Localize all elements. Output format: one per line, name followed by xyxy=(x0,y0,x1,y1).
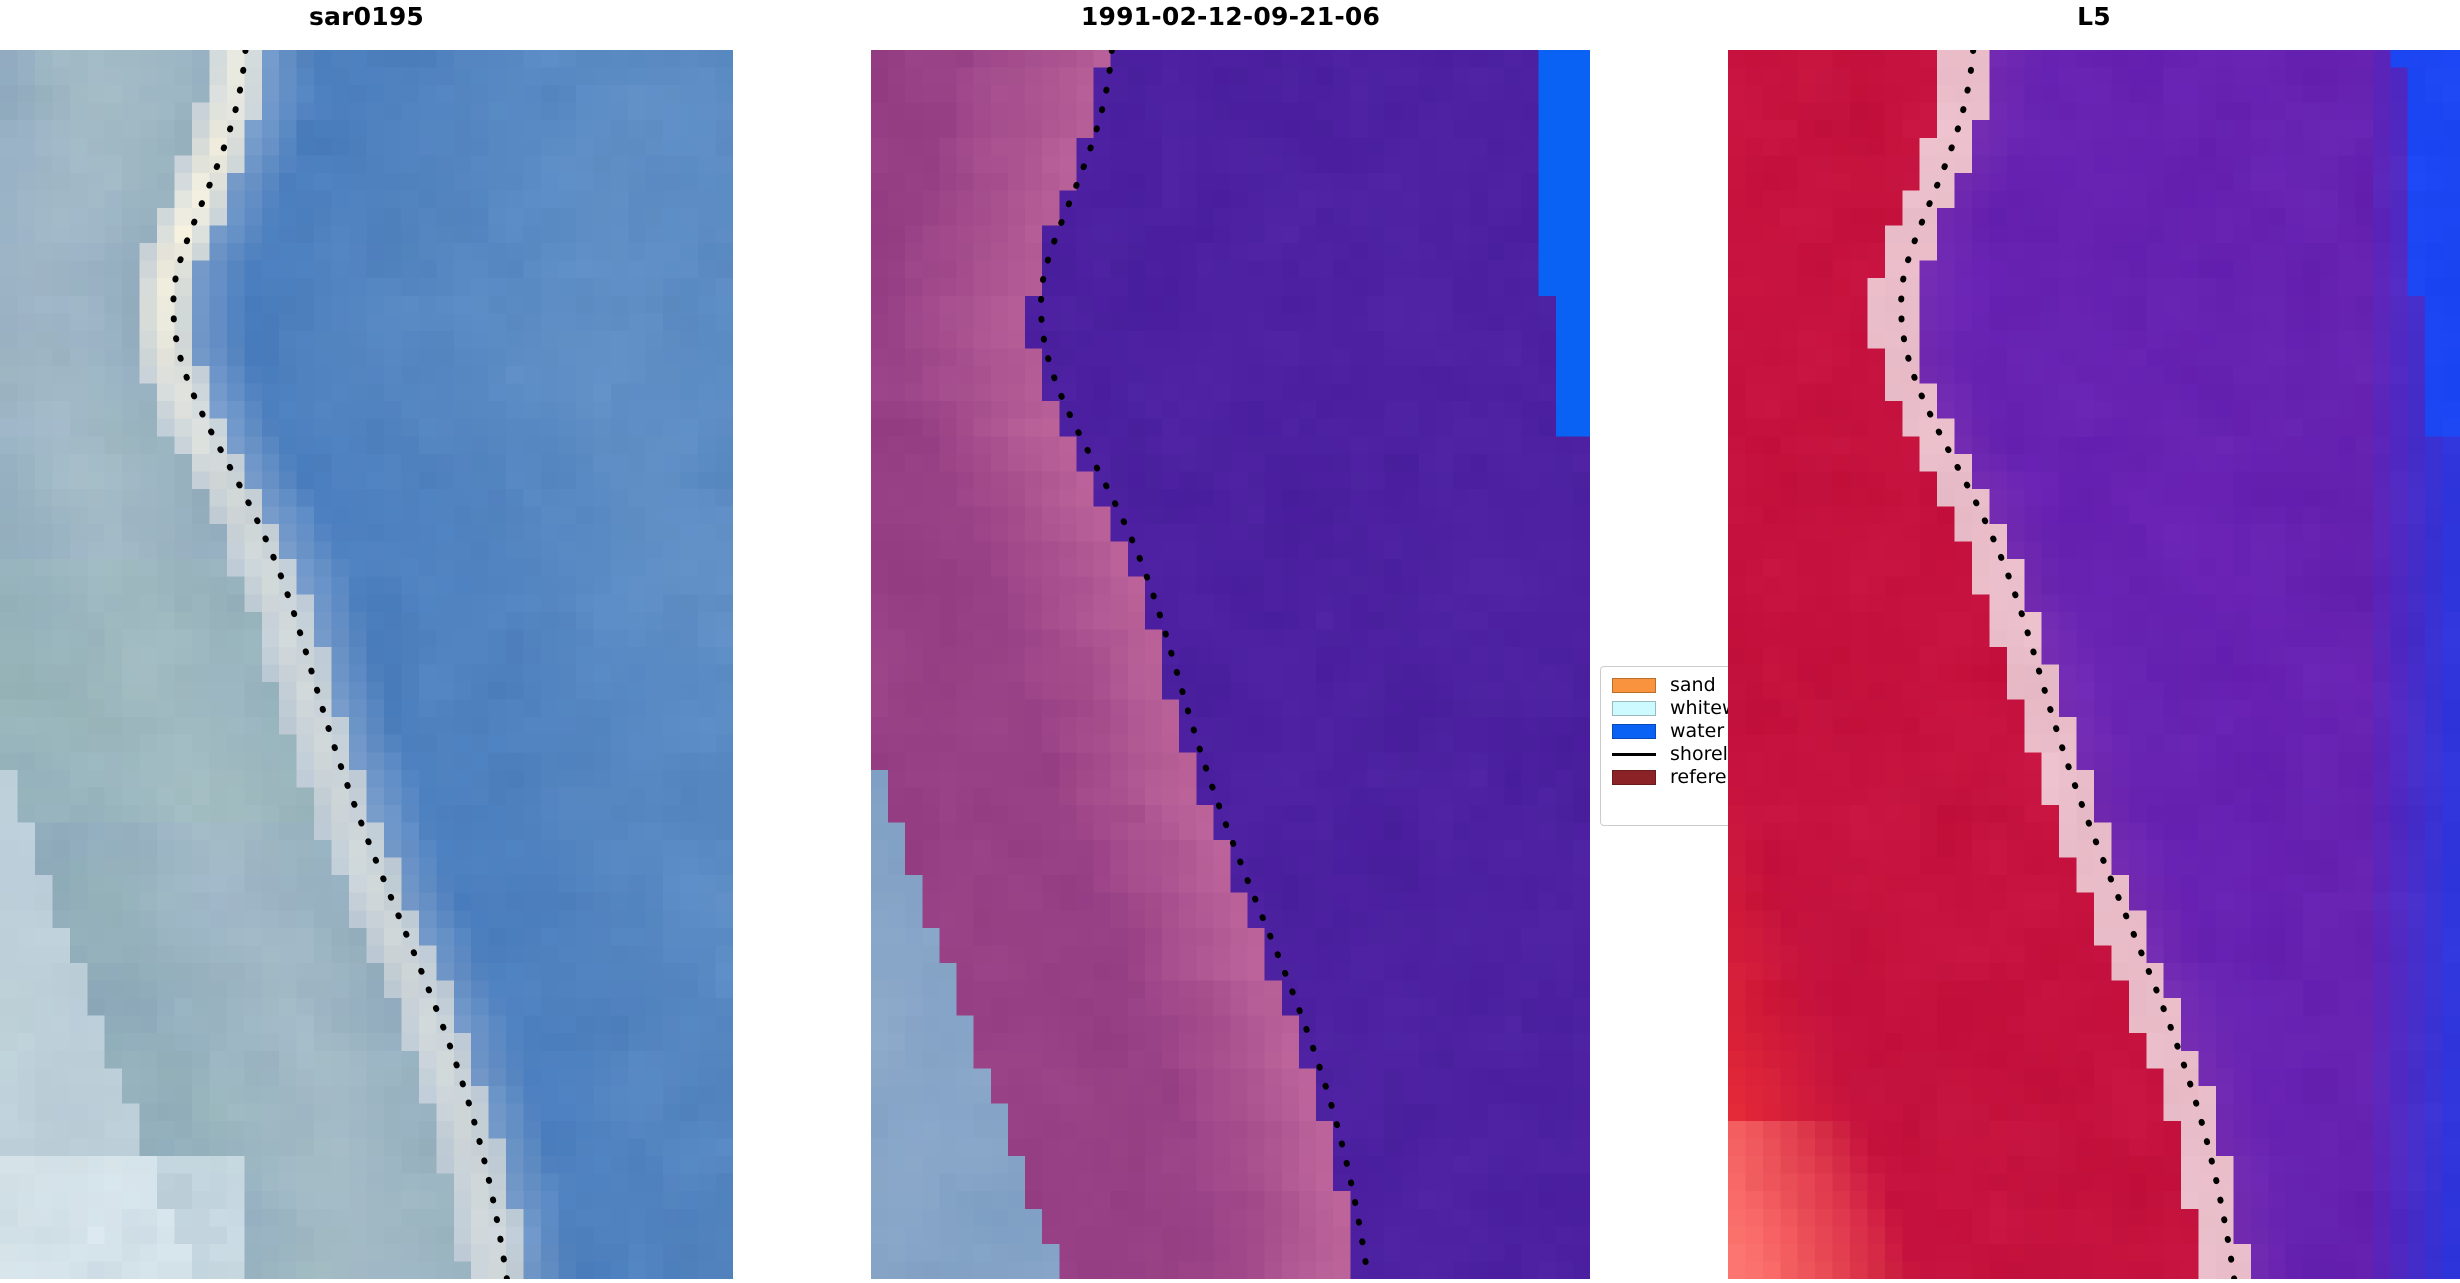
legend-occlusion-by-l5-panel xyxy=(1728,666,1792,826)
legend-label-whitewater: whitew xyxy=(1670,697,1738,719)
shoreline-overlay xyxy=(1038,50,1372,1279)
legend-label-shoreline: shoreli xyxy=(1670,743,1734,765)
legend-item-sand: sand xyxy=(1612,676,1779,695)
panel-classified: 1991-02-12-09-21-06 xyxy=(871,0,1590,1279)
raster-image-sar xyxy=(0,50,733,1279)
panel-sar: sar0195 xyxy=(0,0,733,1279)
shoreline-overlay xyxy=(1898,50,2238,1279)
legend-item-reference-shoreline: referen xyxy=(1612,768,1779,787)
legend-label-sand: sand xyxy=(1670,674,1716,696)
axes-l5[interactable] xyxy=(1728,50,2460,1279)
axes-sar[interactable] xyxy=(0,50,733,1279)
legend-label-reference-shoreline: referen xyxy=(1670,766,1739,788)
legend-item-shoreline: shoreli xyxy=(1612,745,1779,764)
panel-title-l5: L5 xyxy=(2077,2,2111,31)
raster-image-l5 xyxy=(1728,50,2460,1279)
reference-shoreline-path xyxy=(1038,50,1372,1279)
legend-swatch-water xyxy=(1612,724,1656,739)
legend-swatch-sand xyxy=(1612,678,1656,693)
reference-shoreline-path xyxy=(170,50,510,1279)
reference-shoreline-path xyxy=(1898,50,2238,1279)
legend-swatch-shoreline xyxy=(1612,753,1656,756)
shoreline-overlay xyxy=(170,50,510,1279)
legend-swatch-whitewater xyxy=(1612,701,1656,716)
raster-image-classified xyxy=(871,50,1590,1279)
legend-item-water: water xyxy=(1612,722,1779,741)
legend-swatch-reference-shoreline xyxy=(1612,770,1656,785)
panel-title-sar: sar0195 xyxy=(308,2,425,31)
axes-classified[interactable] xyxy=(871,50,1590,1279)
panel-l5: L5 xyxy=(1728,0,2460,1279)
legend-item-whitewater: whitew xyxy=(1612,699,1779,718)
legend-label-water: water xyxy=(1670,720,1725,742)
panel-title-classified: 1991-02-12-09-21-06 xyxy=(1080,2,1381,31)
